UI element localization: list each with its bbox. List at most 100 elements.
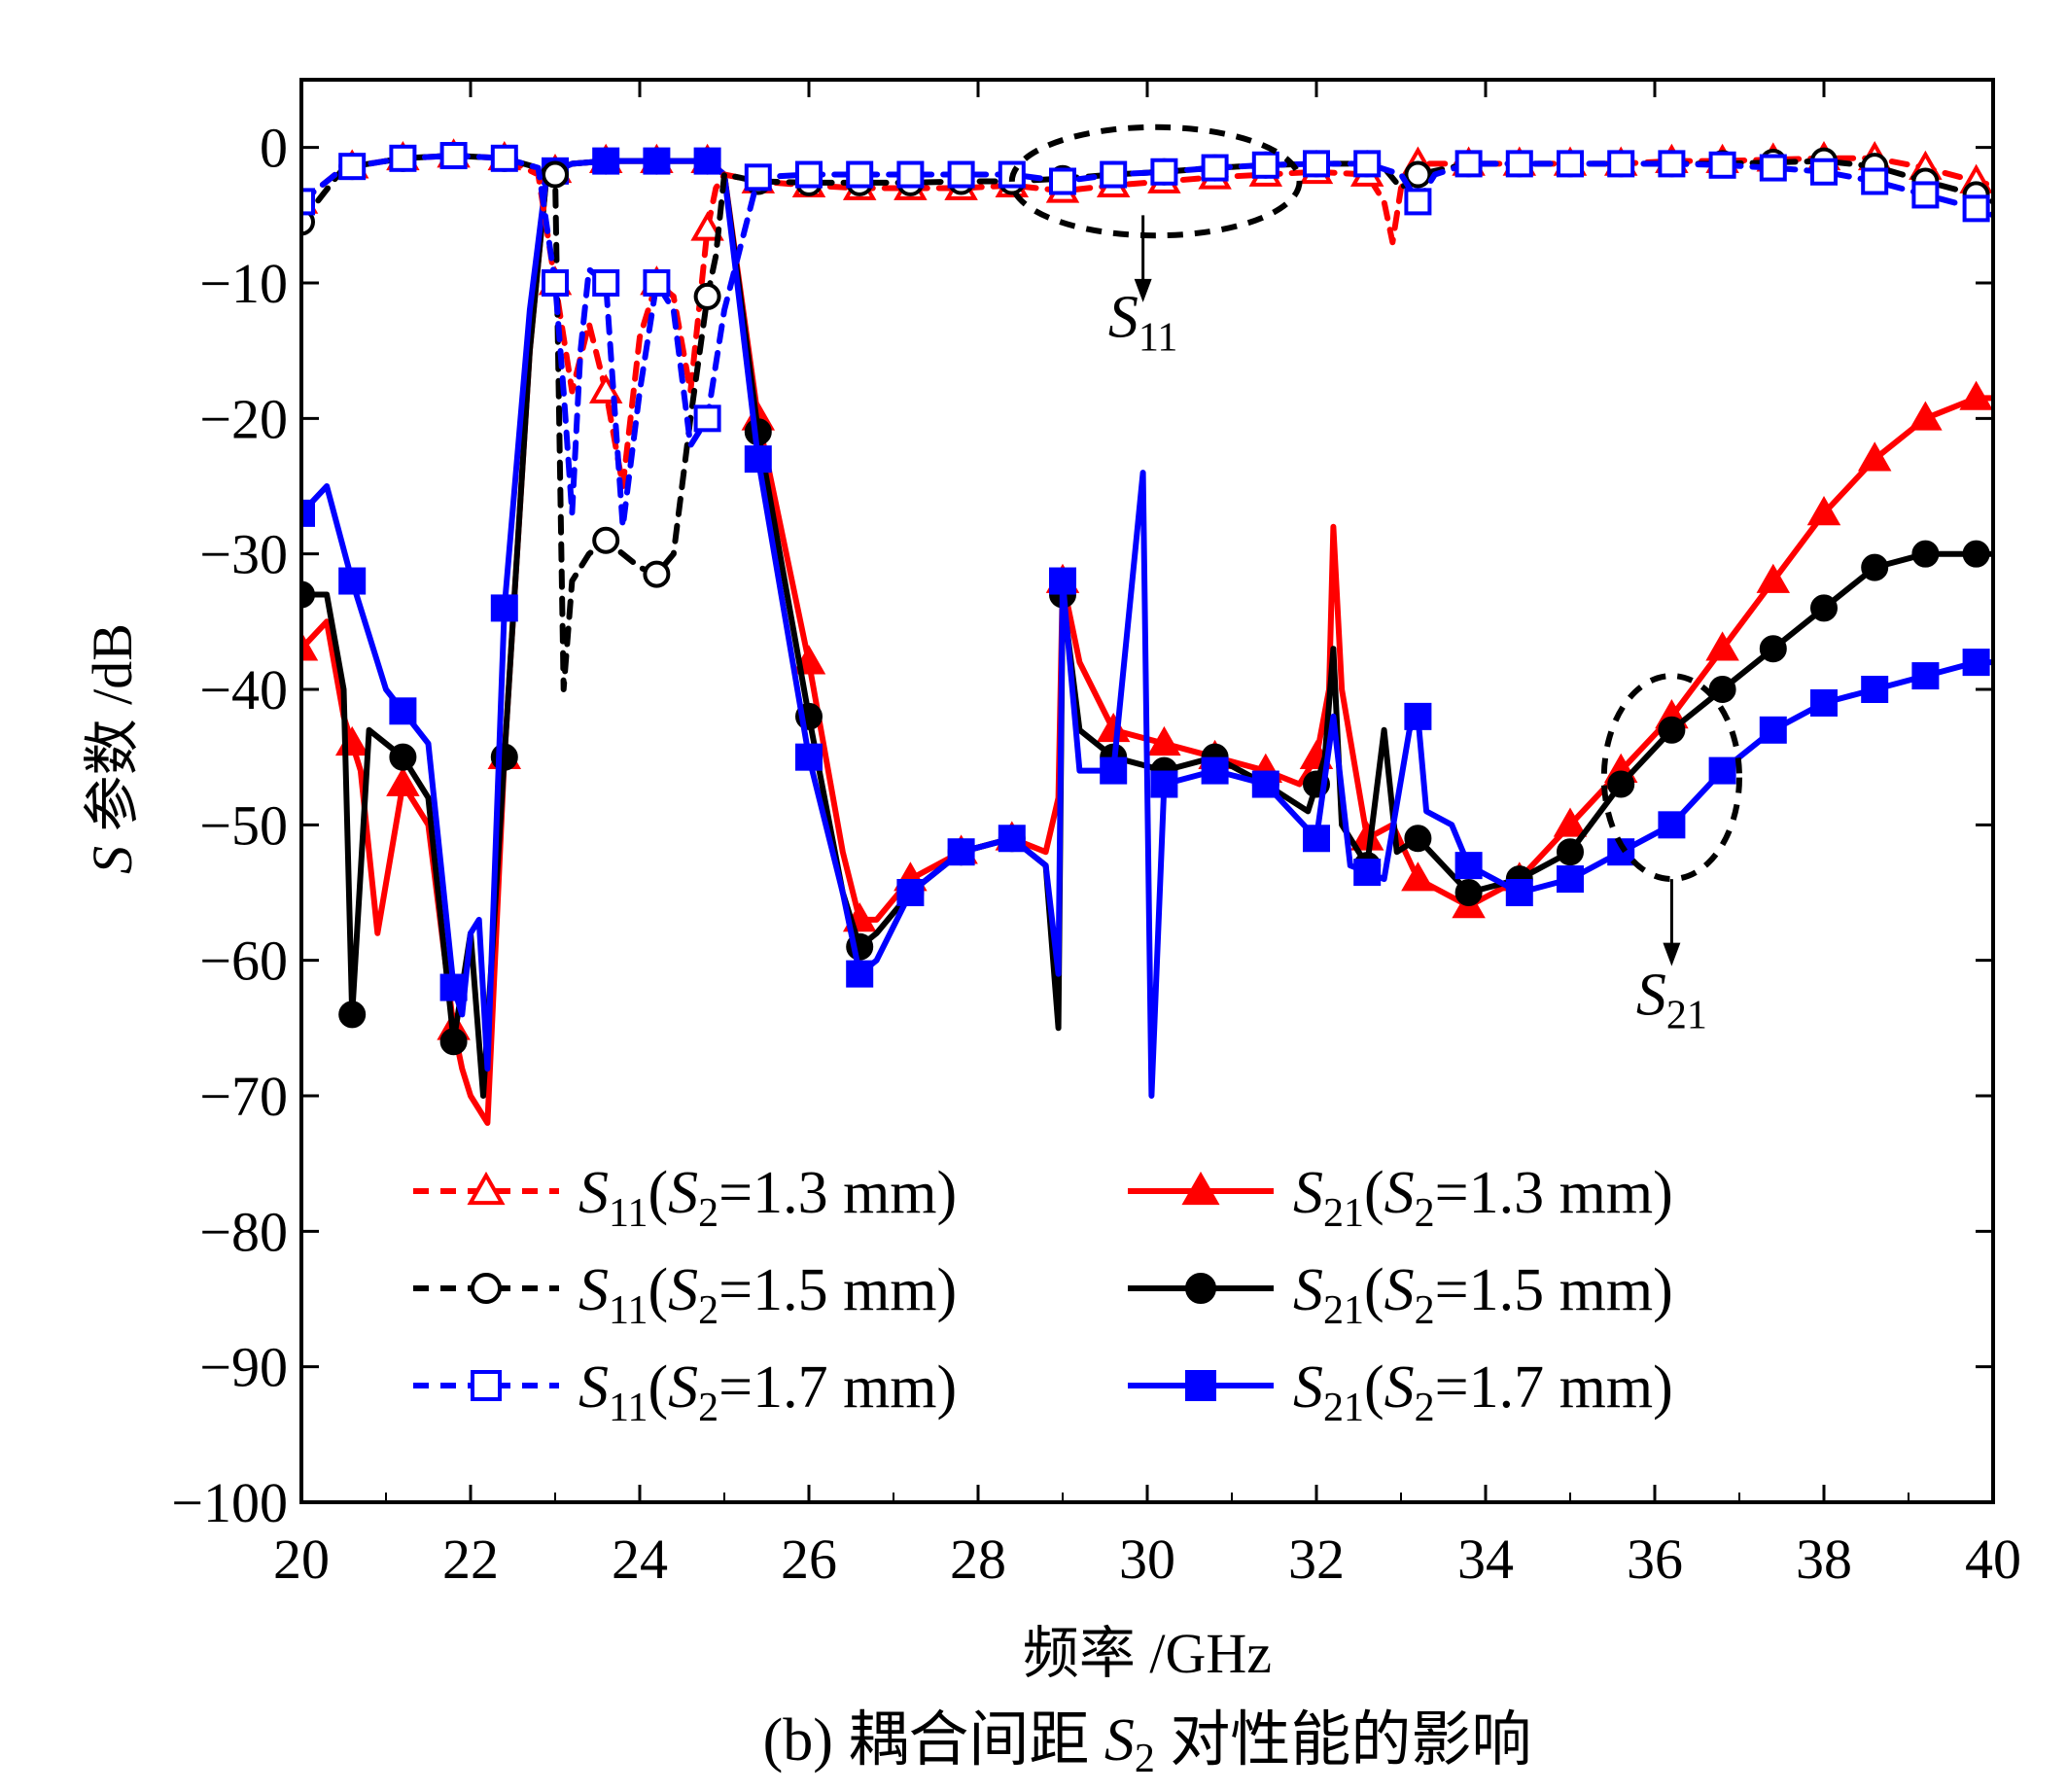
series-3-point <box>643 269 671 297</box>
series-6-point <box>1251 770 1279 798</box>
y-axis-title: S 参数 /dB <box>81 623 144 874</box>
x-tick-label: 38 <box>1796 1528 1852 1591</box>
y-tick-label: −50 <box>199 793 288 857</box>
legend-label: S21(S2=1.7 mm) <box>1293 1354 1673 1430</box>
series-2-point <box>542 160 569 189</box>
series-3-point <box>592 269 620 297</box>
series-5-point <box>1911 540 1940 568</box>
series-3-point <box>846 160 874 189</box>
series-3-point <box>542 269 569 297</box>
series-3-point <box>1454 150 1483 178</box>
series-6-point <box>643 147 671 175</box>
series-6-point <box>1708 756 1736 785</box>
caption-var: S <box>1104 1707 1135 1774</box>
series-6-point <box>1303 825 1330 853</box>
y-tick-label: 0 <box>260 117 288 180</box>
series-6-point <box>1658 811 1686 839</box>
series-6-line <box>301 158 1993 1099</box>
series-5-point <box>1861 553 1889 581</box>
series-5-point <box>1454 879 1483 906</box>
annotation-s11-arrowhead <box>1134 278 1152 302</box>
series-3-point <box>947 160 975 189</box>
series-3-point <box>1100 160 1128 189</box>
annotation-s21: S21 <box>1600 673 1743 1037</box>
caption-prefix: (b) 耦合间距 <box>763 1707 1104 1774</box>
x-tick-label: 28 <box>950 1528 1006 1591</box>
series-4-point <box>1401 861 1435 892</box>
legend-label: S21(S2=1.5 mm) <box>1293 1257 1673 1333</box>
series-3-point <box>1557 150 1584 178</box>
series-6-point <box>301 499 315 527</box>
caption-suffix: 对性能的影响 <box>1155 1707 1532 1774</box>
x-tick-label: 34 <box>1457 1528 1514 1591</box>
y-tick-label: −90 <box>199 1336 288 1399</box>
series-3-point <box>1759 154 1787 182</box>
series-4-point <box>386 766 420 796</box>
legend-swatch-marker <box>1185 1273 1216 1304</box>
series-5-point <box>1607 770 1635 798</box>
series-3-point <box>490 144 518 172</box>
series-2-point <box>1404 160 1432 189</box>
y-tick-label: −70 <box>199 1065 288 1128</box>
y-tick-label: −60 <box>199 930 288 993</box>
series-6-point <box>1100 756 1128 785</box>
legend-label: S11(S2=1.7 mm) <box>578 1354 957 1430</box>
series-3-point <box>744 163 772 192</box>
legend-label: S11(S2=1.3 mm) <box>578 1160 957 1236</box>
annotations: S11 S21 <box>1008 123 1743 1037</box>
series-5-point <box>338 1001 367 1029</box>
series-3-point <box>1404 188 1432 216</box>
axes: 20 22 24 26 28 30 32 34 36 38 40 0 −10 −20 −30 −40 −50 −6… <box>171 78 2021 1591</box>
series-3-point <box>896 160 925 189</box>
series-6-point <box>490 594 518 622</box>
series-6-point <box>947 838 975 866</box>
series-3-point <box>1708 151 1736 179</box>
series-6-point <box>439 973 468 1001</box>
annotation-s11-ellipse <box>1008 123 1303 239</box>
series-6 <box>301 147 1993 1099</box>
annotation-s21-ellipse <box>1600 673 1743 883</box>
y-tick-label: −80 <box>199 1200 288 1263</box>
legend-item-1: S11(S2=1.3 mm) <box>413 1160 957 1236</box>
series-3-point <box>795 160 823 189</box>
series-6-point <box>592 147 620 175</box>
series-6-point <box>1049 567 1076 595</box>
x-tick-label: 24 <box>612 1528 668 1591</box>
series-5-point <box>1759 635 1787 663</box>
legend-item-3: S11(S2=1.7 mm) <box>413 1354 957 1430</box>
series-6-point <box>998 825 1026 853</box>
annotation-s21-label: S21 <box>1636 962 1707 1037</box>
series-6-point <box>846 960 874 988</box>
series-3-point <box>693 404 721 433</box>
legend-swatch-marker <box>1181 1171 1220 1206</box>
legend-item-4: S21(S2=1.3 mm) <box>1128 1160 1673 1236</box>
x-tick-label: 22 <box>442 1528 499 1591</box>
x-tick-label: 36 <box>1627 1528 1683 1591</box>
y-axis-title-rest: 参数 /dB <box>81 623 144 846</box>
series-3-point <box>1658 150 1686 178</box>
series-6-point <box>1861 676 1889 703</box>
legend-swatch-marker <box>471 1273 502 1304</box>
series-2-point <box>643 560 671 588</box>
series-3-point <box>1911 181 1940 209</box>
series-5-point <box>1708 676 1736 703</box>
legend-swatch-marker <box>467 1171 506 1206</box>
series-3-point <box>301 188 315 216</box>
series-4-point <box>1857 441 1892 472</box>
legend-item-6: S21(S2=1.7 mm) <box>1128 1354 1673 1430</box>
x-tick-label: 40 <box>1965 1528 2021 1591</box>
y-tick-label: −30 <box>199 523 288 586</box>
series-2-point <box>592 526 620 554</box>
legend-label: S11(S2=1.5 mm) <box>578 1257 957 1333</box>
series-3-point <box>439 142 468 170</box>
series-3-point <box>1861 167 1889 195</box>
y-tick-label: −10 <box>199 252 288 315</box>
series-6-point <box>795 743 823 771</box>
series-5-point <box>301 580 315 609</box>
legend-swatch-marker <box>471 1370 502 1401</box>
series-5-point <box>1658 716 1686 744</box>
series-6-point <box>1557 865 1584 894</box>
